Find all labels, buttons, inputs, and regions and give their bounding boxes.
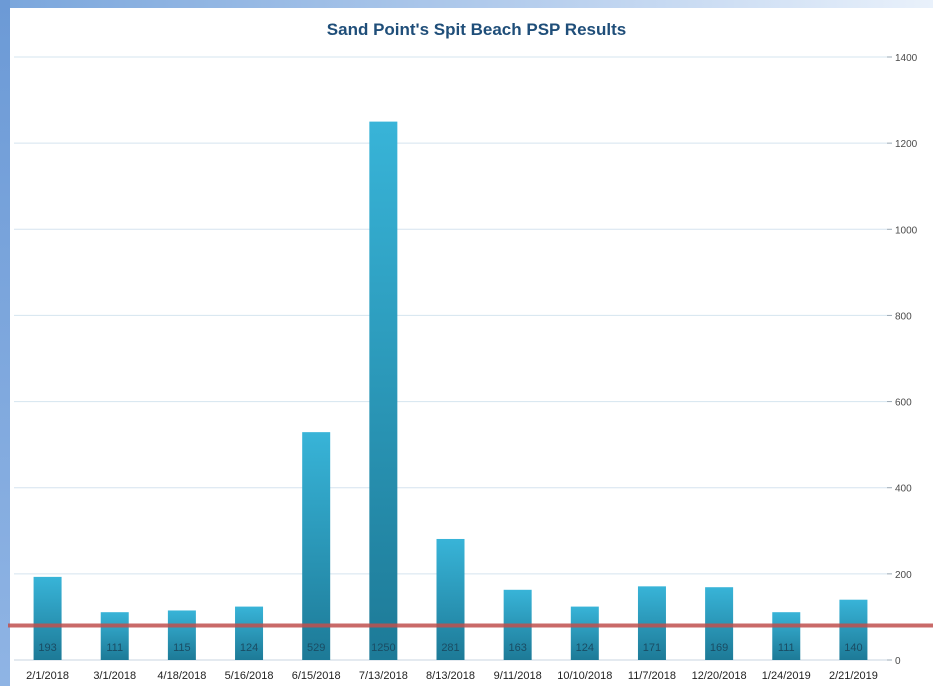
x-tick-label: 5/16/2018 — [225, 670, 274, 682]
data-label: 163 — [508, 642, 526, 654]
data-label: 171 — [643, 642, 661, 654]
bar — [302, 432, 331, 660]
x-tick-label: 2/1/2018 — [26, 670, 69, 682]
data-label: 1250 — [371, 642, 395, 654]
x-axis-ticks: 2/1/2018 3/1/2018 4/18/2018 5/16/2018 6/15/2… — [26, 670, 878, 682]
data-label: 111 — [106, 642, 123, 654]
bar — [772, 612, 801, 660]
bars — [33, 121, 868, 661]
data-label: 124 — [576, 642, 594, 654]
data-label: 529 — [307, 642, 325, 654]
bar — [369, 121, 398, 661]
y-tick-label: 400 — [895, 484, 912, 495]
y-tick-label: 1200 — [895, 139, 918, 150]
bar — [235, 606, 264, 660]
y-tick-label: 600 — [895, 398, 912, 409]
window-left-border — [0, 0, 10, 686]
y-tick-label: 1000 — [895, 225, 918, 236]
x-tick-label: 9/11/2018 — [494, 670, 542, 682]
x-tick-label: 2/21/2019 — [829, 670, 878, 682]
window-top-border — [0, 0, 933, 8]
x-tick-label: 4/18/2018 — [157, 670, 206, 682]
data-label: 281 — [441, 642, 459, 654]
data-label: 193 — [38, 642, 56, 654]
bar — [570, 606, 599, 660]
x-tick-label: 10/10/2018 — [557, 670, 612, 682]
y-tick-label: 0 — [895, 656, 901, 667]
data-label: 140 — [844, 642, 862, 654]
y-tick-label: 200 — [895, 570, 912, 581]
x-tick-label: 6/15/2018 — [292, 670, 341, 682]
data-label: 115 — [173, 642, 191, 654]
y-tick-label: 800 — [895, 311, 912, 322]
data-label: 169 — [710, 642, 728, 654]
x-tick-label: 3/1/2018 — [93, 670, 136, 682]
bar — [839, 599, 868, 660]
bar — [637, 586, 666, 660]
y-tick-label: 1400 — [895, 53, 918, 64]
chart-title: Sand Point's Spit Beach PSP Results — [326, 20, 627, 39]
data-label: 111 — [778, 642, 795, 654]
data-labels: 193 111 115 124 529 1250 281 163 124 171 169 111 140 — [38, 642, 862, 654]
x-tick-label: 8/13/2018 — [426, 670, 475, 682]
x-tick-label: 7/13/2018 — [359, 670, 408, 682]
data-label: 124 — [240, 642, 258, 654]
y-axis-ticks: 0 200 400 600 800 1000 1200 1400 — [887, 53, 918, 667]
bar — [100, 612, 129, 660]
x-tick-label: 1/24/2019 — [762, 670, 811, 682]
bar — [33, 576, 62, 660]
x-tick-label: 11/7/2018 — [628, 670, 676, 682]
bar — [167, 610, 196, 660]
x-tick-label: 12/20/2018 — [692, 670, 747, 682]
bar — [436, 538, 465, 660]
